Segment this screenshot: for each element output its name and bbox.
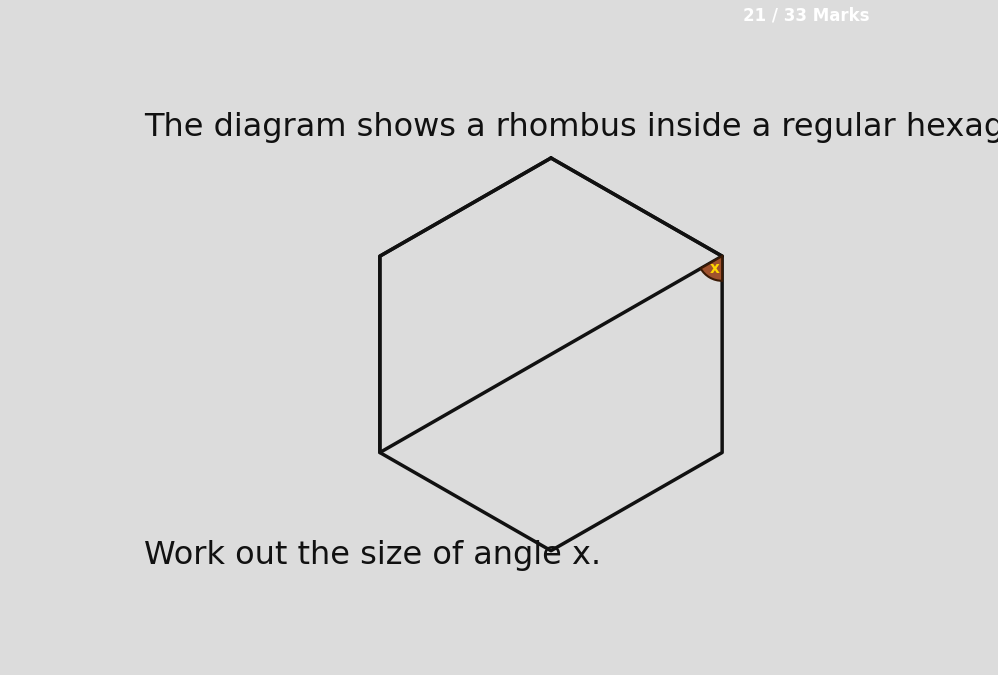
- Text: 21 / 33 Marks: 21 / 33 Marks: [743, 6, 869, 24]
- Text: The diagram shows a rhombus inside a regular hexagon.: The diagram shows a rhombus inside a reg…: [144, 112, 998, 143]
- Text: Work out the size of angle x.: Work out the size of angle x.: [144, 541, 601, 572]
- Wedge shape: [701, 256, 723, 281]
- Text: x: x: [710, 261, 720, 277]
